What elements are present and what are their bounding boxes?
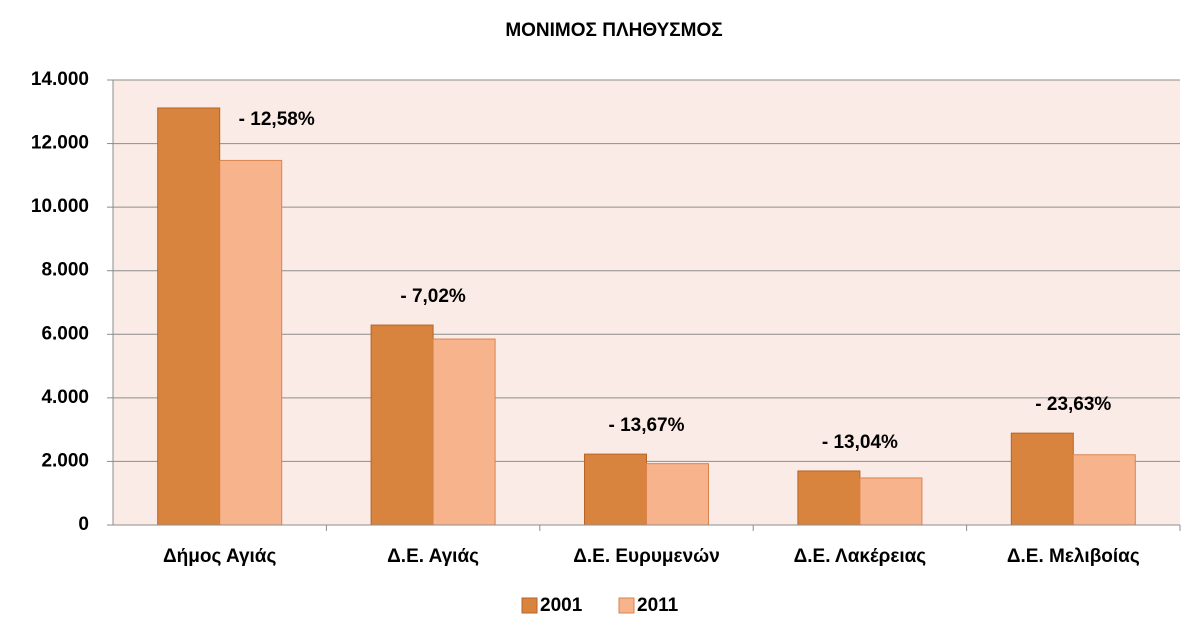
legend-swatch (521, 597, 538, 614)
legend-swatch (618, 597, 635, 614)
annotation: - 12,58% (239, 109, 315, 130)
x-tick-label: Δ.Ε. Ευρυμενών (573, 546, 720, 567)
y-tick-label: 4.000 (41, 387, 89, 408)
y-tick-label: 8.000 (41, 260, 89, 281)
bar (797, 470, 861, 526)
plot-area (113, 80, 1180, 525)
x-tick-label: Δ.Ε. Λακέρειας (794, 546, 927, 567)
bar (219, 159, 283, 526)
annotation: - 7,02% (400, 286, 466, 307)
y-tick-label: 12.000 (31, 133, 89, 154)
y-tick-label: 10.000 (31, 196, 89, 217)
x-tick-label: Δ.Ε. Μελιβοίας (1007, 546, 1140, 567)
bar (646, 463, 709, 526)
bar (1072, 454, 1136, 526)
bar (370, 324, 434, 526)
x-tick-label: Δ.Ε. Αγιάς (387, 546, 479, 567)
bar (859, 477, 923, 526)
legend-label: 2001 (540, 595, 583, 616)
x-tick-label: Δήμος Αγιάς (163, 546, 276, 567)
y-tick-label: 2.000 (41, 450, 89, 471)
legend-label: 2011 (637, 595, 679, 616)
bar (157, 107, 221, 526)
bar (432, 338, 496, 526)
y-tick-label: 6.000 (41, 323, 89, 344)
bar (1010, 432, 1074, 526)
bar (584, 453, 647, 526)
annotation: - 13,67% (608, 415, 684, 436)
y-tick-label: 0 (78, 514, 89, 535)
annotation: - 23,63% (1035, 394, 1111, 415)
chart-title: ΜΟΝΙΜΟΣ ΠΛΗΘΥΣΜΟΣ (505, 20, 722, 41)
annotation: - 13,04% (822, 432, 898, 453)
y-tick-label: 14.000 (31, 69, 89, 90)
